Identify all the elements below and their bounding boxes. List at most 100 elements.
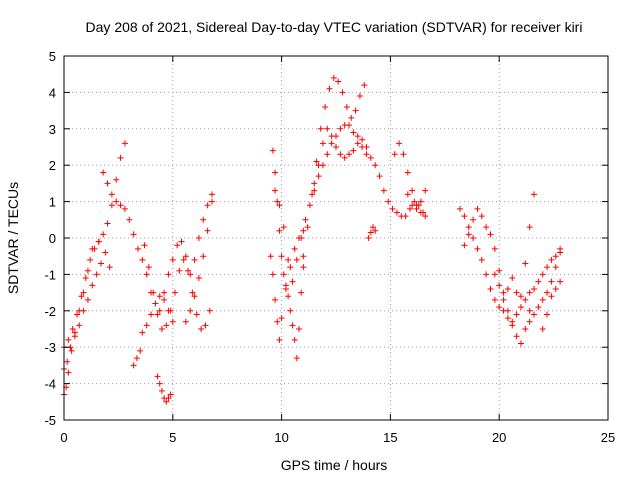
data-point xyxy=(141,242,148,249)
data-point xyxy=(278,253,285,260)
data-point xyxy=(133,355,140,362)
y-tick-label: -3 xyxy=(44,340,56,355)
data-point xyxy=(526,307,533,314)
data-point xyxy=(130,362,137,369)
data-point xyxy=(337,125,344,132)
data-point xyxy=(293,355,300,362)
data-point xyxy=(487,231,494,238)
data-point xyxy=(276,227,283,234)
data-point xyxy=(289,278,296,285)
data-point xyxy=(517,293,524,300)
data-point xyxy=(369,224,376,231)
data-point xyxy=(154,373,161,380)
data-point xyxy=(171,289,178,296)
data-point xyxy=(274,318,281,325)
data-point xyxy=(411,198,418,205)
data-point xyxy=(348,114,355,121)
data-point xyxy=(317,125,324,132)
data-point xyxy=(298,289,305,296)
data-point xyxy=(509,275,516,282)
series-arc-w xyxy=(539,278,564,332)
data-point xyxy=(280,224,287,231)
data-point xyxy=(189,289,196,296)
series-arc-h xyxy=(156,191,215,314)
data-point xyxy=(206,307,213,314)
data-point xyxy=(504,307,511,314)
data-point xyxy=(293,256,300,263)
data-point xyxy=(93,271,100,278)
data-point xyxy=(313,158,320,165)
data-point xyxy=(298,235,305,241)
series-arc-p xyxy=(365,224,379,241)
data-point xyxy=(311,187,318,194)
data-point xyxy=(413,205,420,212)
data-point xyxy=(544,289,551,296)
data-point xyxy=(500,289,507,296)
data-points xyxy=(61,74,564,405)
data-point xyxy=(470,216,477,223)
data-point xyxy=(193,311,200,318)
data-point xyxy=(287,307,294,314)
data-point xyxy=(509,322,516,329)
data-point xyxy=(526,289,533,296)
y-tick-label: 0 xyxy=(49,231,56,246)
data-point xyxy=(126,216,133,223)
data-point xyxy=(154,311,161,318)
data-point xyxy=(267,253,274,260)
data-point xyxy=(339,89,346,96)
data-point xyxy=(330,74,337,81)
data-point xyxy=(417,209,424,216)
data-point xyxy=(557,278,564,285)
data-point xyxy=(156,380,163,387)
data-point xyxy=(496,304,503,311)
data-point xyxy=(324,151,331,158)
series-arc-s xyxy=(457,191,538,325)
data-point xyxy=(350,129,357,136)
data-point xyxy=(117,154,124,161)
data-point xyxy=(200,253,207,260)
data-point xyxy=(106,264,113,271)
series-arc-j xyxy=(182,198,215,325)
data-point xyxy=(269,271,276,278)
data-point xyxy=(204,227,211,234)
data-point xyxy=(204,202,211,209)
data-point xyxy=(191,293,198,300)
data-point xyxy=(491,296,498,303)
data-point xyxy=(474,245,481,252)
data-point xyxy=(287,264,294,271)
series-arc-l xyxy=(267,227,307,343)
data-point xyxy=(465,224,472,231)
data-point xyxy=(163,322,170,329)
data-point xyxy=(548,278,555,285)
data-point xyxy=(291,336,298,343)
data-point xyxy=(95,238,102,245)
data-point xyxy=(306,202,313,209)
data-point xyxy=(182,253,189,260)
data-point xyxy=(302,216,309,223)
data-point xyxy=(130,231,137,238)
y-tick-label: -4 xyxy=(44,377,56,392)
series-arc-t xyxy=(461,205,533,347)
data-point xyxy=(198,326,205,332)
data-point xyxy=(409,202,416,209)
data-point xyxy=(461,242,468,249)
data-point xyxy=(280,271,287,278)
data-point xyxy=(483,271,490,278)
data-point xyxy=(350,147,357,154)
data-point xyxy=(156,293,163,300)
data-point xyxy=(539,296,546,303)
data-point xyxy=(522,260,529,267)
series-arc-n xyxy=(300,74,368,260)
data-point xyxy=(100,169,107,176)
data-point xyxy=(178,238,185,245)
data-point xyxy=(461,213,468,220)
data-point xyxy=(113,198,120,205)
data-point xyxy=(76,322,83,329)
data-point xyxy=(296,326,303,332)
data-point xyxy=(167,391,174,398)
data-point xyxy=(139,329,146,336)
data-point xyxy=(121,205,128,212)
data-point xyxy=(535,304,542,311)
data-point xyxy=(544,311,551,318)
data-point xyxy=(276,202,283,209)
